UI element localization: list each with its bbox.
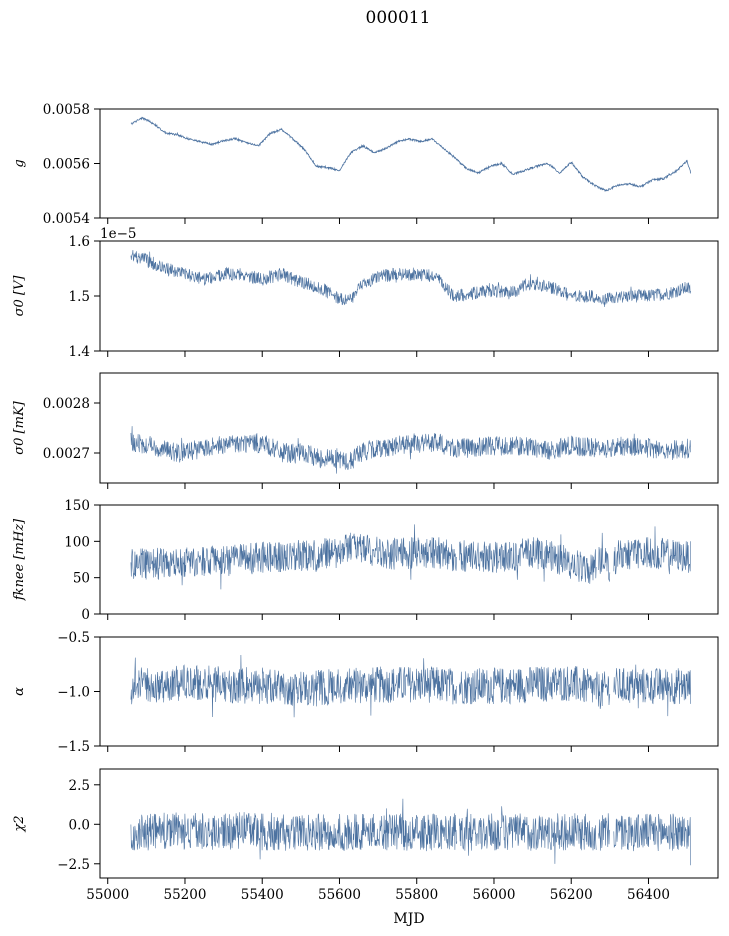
axes-frame (99, 108, 719, 219)
series-line (130, 798, 691, 866)
y-axis-label: α (12, 687, 27, 696)
x-tick-label: 56000 (472, 887, 515, 903)
axes-frame (99, 504, 719, 615)
y-tick-label: 0.0 (69, 817, 90, 833)
y-tick-label: 0.0056 (43, 157, 90, 173)
y-tick-label: 0.0027 (43, 446, 90, 462)
y-tick-label: −1.0 (57, 685, 90, 701)
subplot-6: −2.5 0.0 2.5 55000 55200 55400 55600 55800 56000… (12, 768, 719, 903)
x-tick-label: 55600 (318, 887, 361, 903)
x-tick-label: 55800 (395, 887, 438, 903)
subplot-5: −1.5 −1.0 −0.5 α (12, 630, 719, 755)
y-tick-label: 0.0058 (43, 102, 90, 118)
y-tick-label: 50 (73, 571, 90, 587)
y-tick-label: −0.5 (57, 630, 90, 646)
series-line (130, 654, 691, 718)
series-line (130, 249, 691, 308)
x-tick-label: 56400 (627, 887, 670, 903)
x-tick-label: 56200 (550, 887, 593, 903)
series-line (130, 426, 691, 474)
axis-offset-text: 1e−5 (100, 226, 136, 242)
y-tick-label: 100 (64, 534, 90, 550)
x-axis-label: MJD (393, 911, 424, 927)
series-line (130, 524, 691, 590)
x-tick-label: 55400 (241, 887, 284, 903)
y-axis-label: g (12, 159, 27, 167)
y-axis-label: χ2 (12, 815, 27, 832)
y-axis-label: σ0 [mK] (12, 400, 27, 454)
y-tick-label: 150 (64, 498, 90, 514)
y-tick-label: −1.5 (57, 739, 90, 755)
y-tick-label: 0.0028 (43, 396, 90, 412)
axes-frame (99, 372, 719, 484)
subplot-1: 0.0054 0.0056 0.0058 g (12, 102, 719, 227)
subplot-3: 0.0027 0.0028 σ0 [mK] (12, 372, 719, 489)
x-tick-label: 55200 (163, 887, 206, 903)
x-tick-label: 55000 (86, 887, 129, 903)
subplot-4: 0 50 100 150 fknee [mHz] (12, 498, 719, 623)
y-tick-label: 1.6 (69, 234, 90, 250)
y-axis-label: fknee [mHz] (12, 518, 27, 601)
y-tick-label: 1.5 (69, 289, 90, 305)
subplot-2: 1.4 1.5 1.6 σ0 [V] 1e−5 (12, 226, 719, 360)
y-tick-label: 0.0054 (43, 211, 90, 227)
y-tick-label: 2.5 (69, 778, 90, 794)
axes-frame (99, 768, 719, 879)
figure-title: 000011 (366, 8, 431, 28)
series-line (130, 116, 691, 193)
y-tick-label: 1.4 (69, 344, 90, 360)
y-axis-label: σ0 [V] (12, 275, 27, 317)
y-tick-label: −2.5 (57, 857, 90, 873)
y-tick-label: 0 (81, 607, 90, 623)
